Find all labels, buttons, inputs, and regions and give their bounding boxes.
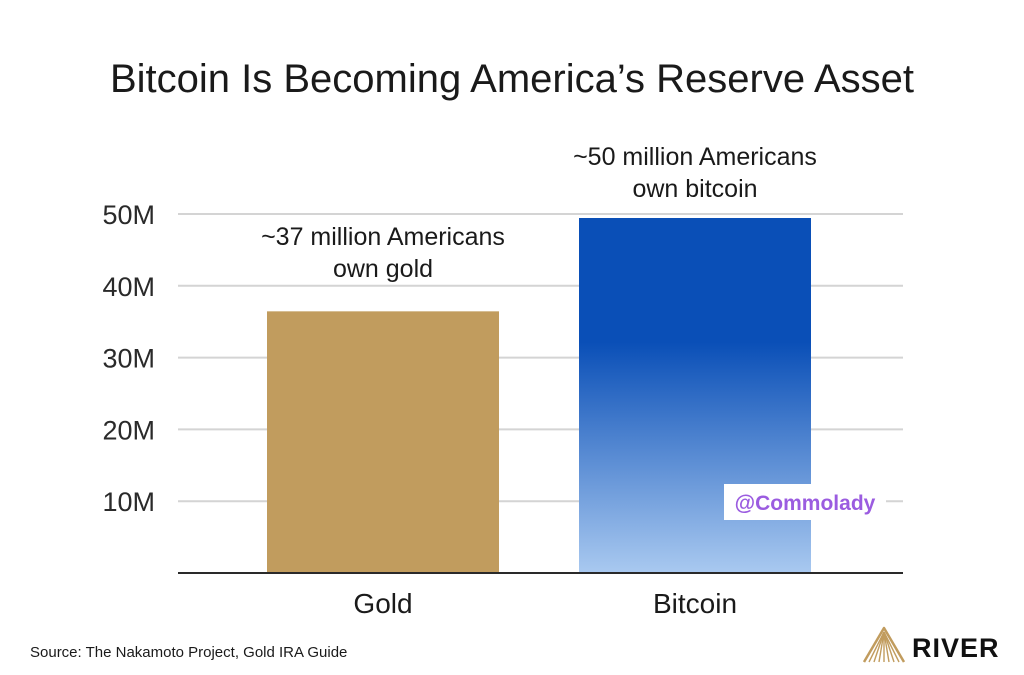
logo-outline	[862, 626, 906, 663]
x-tick-label: Gold	[353, 588, 412, 619]
logo-stripe	[878, 631, 885, 663]
logo-stripe	[883, 631, 890, 663]
brand-name: RIVER	[912, 633, 1000, 663]
watermark-background	[724, 484, 886, 520]
source-note: Source: The Nakamoto Project, Gold IRA G…	[30, 644, 347, 661]
bars	[267, 218, 811, 573]
logo-stripe	[883, 631, 900, 663]
bar-gold	[267, 311, 499, 573]
x-axis-categories: Gold Bitcoin	[353, 588, 737, 619]
logo-stripe	[868, 631, 885, 663]
bar-annotation-line: own bitcoin	[632, 175, 757, 203]
y-tick-label: 50M	[102, 200, 155, 230]
watermark: @Commolady	[724, 484, 886, 520]
logo-stripe	[873, 631, 885, 663]
chart-title: Bitcoin Is Becoming America’s Reserve As…	[110, 57, 914, 101]
y-axis-ticks: 10M 20M 30M 40M 50M	[102, 200, 155, 517]
bar-annotations: ~37 million Americans own gold ~50 million…	[261, 143, 817, 283]
bar-annotation-line: ~50 million Americans	[573, 143, 817, 171]
logo-stripe	[883, 631, 895, 663]
y-tick-label: 40M	[102, 272, 155, 302]
y-tick-label: 20M	[102, 415, 155, 445]
mountain-stripes-icon	[862, 626, 906, 663]
brand-logo: RIVER	[862, 626, 1000, 663]
y-tick-label: 10M	[102, 487, 155, 517]
bar-annotation-line: own gold	[333, 255, 433, 283]
watermark-text: @Commolady	[735, 492, 876, 515]
y-tick-label: 30M	[102, 344, 155, 374]
bar-annotation-line: ~37 million Americans	[261, 223, 505, 251]
x-tick-label: Bitcoin	[653, 588, 737, 619]
